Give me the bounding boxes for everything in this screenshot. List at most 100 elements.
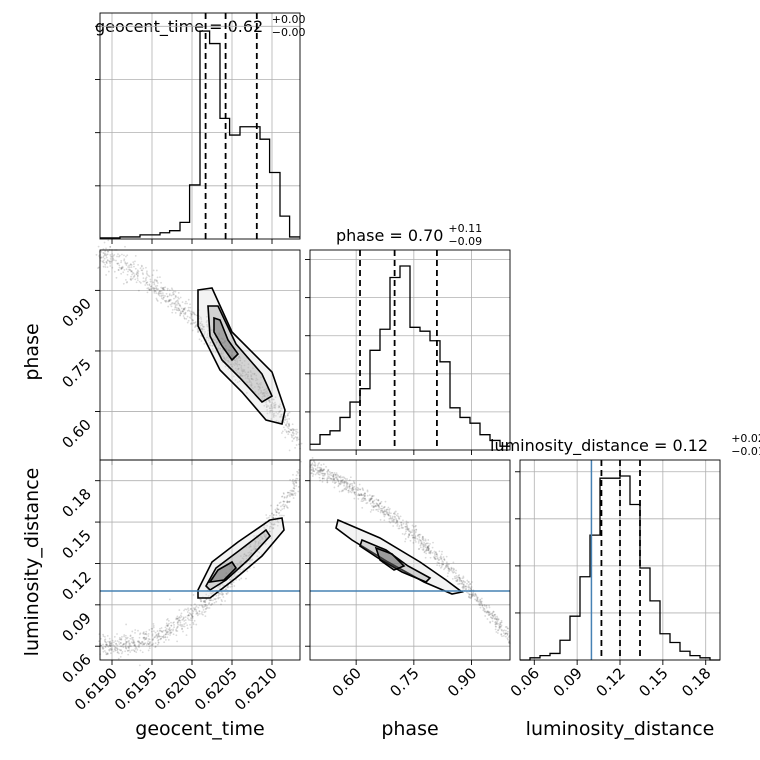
geo-lum-point-855 [123,643,125,645]
geo-phase-grid [100,250,300,460]
geo-phase-point-202 [273,414,275,417]
geo-lum-point-698 [172,628,175,631]
geo-lum-point-93 [241,557,244,560]
geo-lum-point-254 [119,649,122,652]
phase-lum-point-482 [495,631,498,633]
geo-phase-point-64 [238,356,240,359]
geo-lum-point-813 [292,478,294,481]
geo-phase-point-836 [234,359,236,362]
geo-lum-point-492 [148,645,151,648]
geo-lum-point-842 [100,637,102,640]
geo-phase-point-744 [209,341,211,344]
geo-lum-point-190 [149,642,151,644]
geo-lum-point-413 [104,645,107,648]
geo-lum-point-351 [168,629,171,632]
phase-lum-point-702 [483,610,486,613]
geo-lum-point-434 [125,642,128,645]
phase-lum-point-53 [368,499,371,502]
geo-lum-point-237 [124,638,127,641]
geo-lum-point-219 [158,629,161,632]
geo-phase-point-68 [238,356,241,358]
geocent-time-hist-frame [99,12,301,240]
geo-lum-point-106 [127,645,130,648]
geo-lum-yticklabel-4: 0.18 [58,485,94,521]
geo-phase-point-490 [97,267,99,269]
geo-phase-point-573 [292,434,295,437]
phase-lum-point-353 [361,487,364,490]
geo-lum-point-131 [142,643,145,646]
geo-lum-point-769 [190,614,193,617]
phase-lum-point-628 [401,527,403,530]
geo-phase-point-9 [201,324,204,327]
geo-lum-point-503 [266,517,268,520]
phase-lum-point-24 [321,472,324,475]
geo-lum-point-684 [192,621,195,624]
geo-phase-point-675 [274,404,277,407]
geo-phase-point-513 [211,348,214,350]
geo-lum-point-306 [191,615,194,618]
geo-lum-point-203 [295,479,298,482]
geo-phase-point-644 [284,415,287,418]
geo-lum-point-685 [176,622,179,625]
geo-phase-point-886 [218,344,221,347]
geo-phase-point-318 [277,420,280,423]
geo-lum-point-92 [270,537,273,540]
geo-lum-point-591 [257,541,260,543]
geo-lum-point-180 [205,598,208,601]
geo-phase-point-570 [191,322,194,325]
geo-lum-point-122 [250,551,252,554]
geo-lum-point-127 [204,600,207,603]
geo-phase-point-783 [288,411,291,414]
phase-lum-point-54 [318,466,321,469]
geo-phase-point-545 [106,266,109,268]
geo-phase-point-767 [297,438,300,441]
geo-lum-point-366 [229,585,232,588]
phase-lum-point-749 [348,487,351,490]
geo-lum-point-508 [272,526,275,529]
geo-phase-point-45 [183,317,186,320]
geo-phase-point-660 [176,303,178,306]
geo-lum-point-347 [268,527,271,530]
geo-phase-point-735 [154,290,157,292]
phase-lum-point-823 [327,469,329,472]
geo-lum-point-345 [156,630,159,632]
geo-phase-point-435 [231,365,234,368]
geo-lum-point-809 [151,627,154,630]
phase-lum-point-624 [449,569,452,571]
phase-lum-point-110 [411,531,414,533]
phase-lum-point-450 [483,607,485,610]
geo-phase-point-17 [183,307,185,310]
geo-lum-point-161 [272,513,275,516]
phase-lum-point-26 [445,566,448,568]
geo-phase-point-579 [274,405,277,408]
phase-lum-point-813 [468,596,470,599]
geo-lum-point-8 [161,630,163,633]
geo-phase-point-33 [161,287,164,290]
geo-lum-point-116 [281,514,283,517]
geo-lum-point-2 [104,640,106,643]
phase-lum-point-796 [314,467,317,470]
geo-lum-point-622 [281,504,284,507]
geo-phase-point-535 [103,241,106,244]
phase-lum-point-45 [505,625,508,628]
phase-lum-point-821 [442,556,445,558]
geo-phase-point-276 [124,245,126,248]
geo-phase-point-698 [168,293,171,295]
geo-phase-point-404 [161,294,163,297]
geo-phase-point-739 [230,365,233,368]
geo-lum-point-155 [206,604,208,607]
geo-lum-point-695 [108,643,111,646]
phase-lum-point-525 [319,479,321,482]
phase-lum-point-819 [505,632,508,634]
geo-phase-point-874 [106,250,109,253]
geo-phase-point-635 [153,278,156,281]
phase-lum-point-899 [330,478,333,480]
geo-phase-point-748 [183,308,186,311]
geo-phase-point-724 [145,281,148,284]
phase-lum-point-6 [422,547,425,550]
geo-phase-point-533 [116,262,119,265]
geo-phase-point-771 [155,269,158,272]
phase-lum-point-858 [340,480,342,483]
phase-lum-point-704 [430,549,433,552]
geo-lum-point-830 [203,605,206,608]
